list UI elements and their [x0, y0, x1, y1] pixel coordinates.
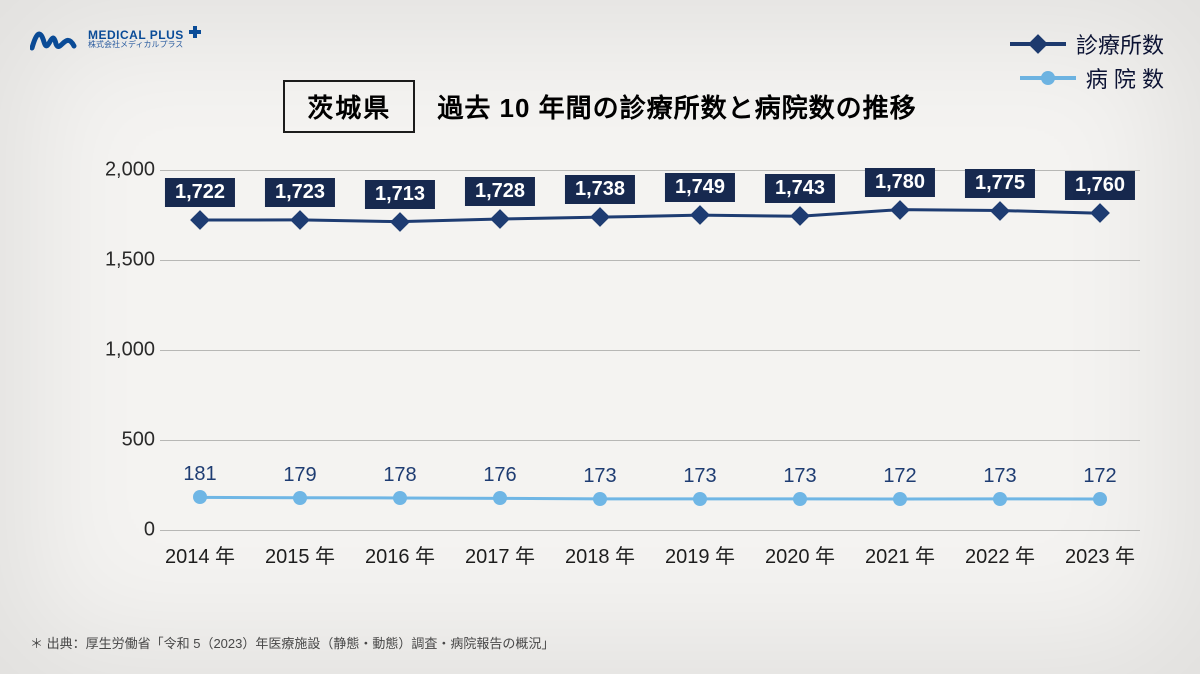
marker-hospitals: [293, 491, 307, 505]
series-line-clinics: [200, 210, 1100, 222]
data-label-clinics: 1,760: [1065, 171, 1135, 200]
grid-line: [160, 530, 1140, 531]
data-label-hospitals: 179: [283, 464, 316, 487]
marker-hospitals: [1093, 492, 1107, 506]
data-label-clinics: 1,723: [265, 178, 335, 207]
marker-hospitals: [193, 490, 207, 504]
x-tick-label: 2017 年: [465, 540, 535, 569]
marker-hospitals: [893, 492, 907, 506]
marker-hospitals: [993, 492, 1007, 506]
data-label-hospitals: 173: [783, 465, 816, 488]
x-tick-label: 2021 年: [865, 540, 935, 569]
legend-item-clinics: 診療所数: [1010, 28, 1164, 60]
data-label-clinics: 1,728: [465, 177, 535, 206]
legend-label-clinics: 診療所数: [1076, 28, 1164, 60]
x-tick-label: 2022 年: [965, 540, 1035, 569]
legend-marker-clinics-icon: [1010, 42, 1066, 46]
data-label-clinics: 1,713: [365, 180, 435, 209]
marker-hospitals: [493, 491, 507, 505]
data-label-clinics: 1,722: [165, 178, 235, 207]
data-label-clinics: 1,738: [565, 175, 635, 204]
data-label-hospitals: 176: [483, 464, 516, 487]
x-tick-label: 2019 年: [665, 540, 735, 569]
x-tick-label: 2023 年: [1065, 540, 1135, 569]
data-label-hospitals: 173: [683, 465, 716, 488]
y-tick-label: 1,000: [90, 339, 155, 362]
data-label-hospitals: 181: [183, 463, 216, 486]
title-area: 茨城県 過去 10 年間の診療所数と病院数の推移: [0, 80, 1200, 133]
logo-line2: 株式会社メディカルプラス: [88, 41, 184, 49]
x-tick-label: 2016 年: [365, 540, 435, 569]
marker-hospitals: [393, 491, 407, 505]
page: MEDICAL PLUS 株式会社メディカルプラス 診療所数 病 院 数 茨城県…: [0, 0, 1200, 674]
x-tick-label: 2018 年: [565, 540, 635, 569]
logo-text: MEDICAL PLUS 株式会社メディカルプラス: [88, 29, 184, 50]
x-tick-label: 2014 年: [165, 540, 235, 569]
y-tick-label: 500: [90, 429, 155, 452]
region-box: 茨城県: [283, 80, 415, 133]
logo-mark-icon: [30, 22, 82, 56]
data-label-hospitals: 178: [383, 464, 416, 487]
data-label-clinics: 1,775: [965, 169, 1035, 198]
data-label-hospitals: 173: [583, 465, 616, 488]
chart-area: 0 500 1,000 1,500 2,000 1,722 1,723 1,713 1,728…: [90, 150, 1150, 580]
data-label-hospitals: 172: [883, 465, 916, 488]
data-label-clinics: 1,780: [865, 168, 935, 197]
y-tick-label: 1,500: [90, 249, 155, 272]
series-line-hospitals: [200, 497, 1100, 499]
data-label-hospitals: 172: [1083, 465, 1116, 488]
x-tick-label: 2015 年: [265, 540, 335, 569]
marker-hospitals: [593, 492, 607, 506]
data-label-clinics: 1,743: [765, 174, 835, 203]
marker-hospitals: [793, 492, 807, 506]
source-note: ＊ 出典：厚生労働省「令和 5（2023）年医療施設（静態・動態）調査・病院報告…: [30, 633, 554, 652]
chart-title: 過去 10 年間の診療所数と病院数の推移: [437, 88, 916, 125]
data-label-hospitals: 173: [983, 465, 1016, 488]
brand-logo: MEDICAL PLUS 株式会社メディカルプラス: [30, 22, 202, 56]
plot-area: 1,722 1,723 1,713 1,728 1,738 1,749 1,743 1,780…: [160, 170, 1140, 530]
y-tick-label: 2,000: [90, 159, 155, 182]
marker-hospitals: [693, 492, 707, 506]
data-label-clinics: 1,749: [665, 173, 735, 202]
y-tick-label: 0: [90, 519, 155, 542]
x-tick-label: 2020 年: [765, 540, 835, 569]
plus-icon: [188, 25, 202, 39]
